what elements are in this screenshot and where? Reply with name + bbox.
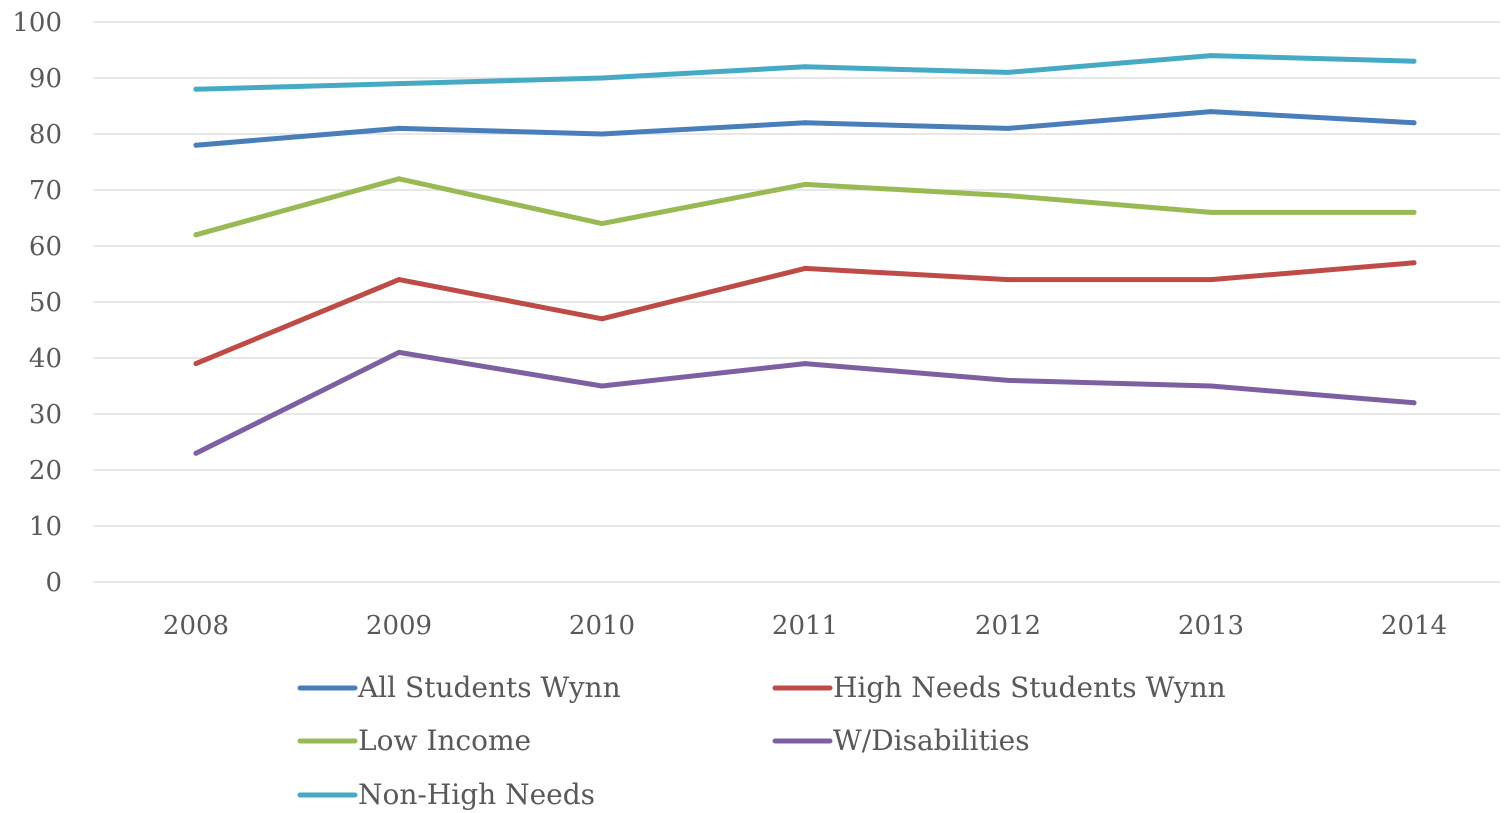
y-axis-tick-labels: 0 10 20 30 40 50 60 70 80 90 100 [12,8,62,598]
series-line [193,109,1417,148]
data-point [1005,377,1011,383]
y-tick-label: 10 [29,512,62,542]
series-high-needs-students-wynn [193,260,1417,367]
series-low-income [193,176,1417,238]
data-point [599,75,605,81]
x-tick-label: 2009 [366,611,432,641]
series-line [193,260,1417,367]
x-tick-label: 2011 [772,611,838,641]
x-tick-label: 2012 [975,611,1041,641]
y-tick-label: 60 [29,232,62,262]
data-point [1208,383,1214,389]
data-point [802,361,808,367]
data-point [1411,260,1417,266]
data-point [1005,69,1011,75]
data-point [193,361,199,367]
data-point [1411,58,1417,64]
y-tick-label: 80 [29,120,62,150]
data-point [1208,277,1214,283]
data-point [802,64,808,70]
y-tick-label: 100 [12,8,62,38]
legend-item: Non-High Needs [297,778,595,811]
data-point [1005,277,1011,283]
data-point [396,349,402,355]
x-tick-label: 2010 [569,611,635,641]
legend-label: Low Income [358,724,531,757]
legend-item: High Needs Students Wynn [772,671,1226,704]
data-point [1208,53,1214,59]
x-axis-tick-labels: 2008 2009 2010 2011 2012 2013 2014 [163,611,1447,641]
data-point [396,125,402,131]
data-point [193,142,199,148]
y-tick-label: 20 [29,456,62,486]
legend-item: W/Disabilities [772,724,1030,757]
data-point [802,265,808,271]
legend-item: Low Income [297,724,531,757]
x-tick-label: 2013 [1178,611,1244,641]
x-tick-label: 2014 [1381,611,1447,641]
data-point [396,277,402,283]
series-lines [193,53,1417,456]
data-point [802,120,808,126]
data-point [1208,109,1214,115]
data-point [599,316,605,322]
legend: All Students Wynn High Needs Students Wyn… [297,671,1226,811]
data-point [396,176,402,182]
series-all-students-wynn [193,109,1417,148]
y-tick-label: 90 [29,64,62,94]
data-point [1411,120,1417,126]
data-point [193,450,199,456]
y-tick-label: 70 [29,176,62,206]
x-tick-label: 2008 [163,611,229,641]
data-point [193,86,199,92]
series-line [193,176,1417,238]
y-tick-label: 0 [45,568,62,598]
legend-label: Non-High Needs [358,778,595,811]
data-point [599,383,605,389]
series-line [193,53,1417,92]
data-point [802,181,808,187]
data-point [396,81,402,87]
data-point [1411,209,1417,215]
legend-item: All Students Wynn [297,671,621,704]
gridlines [93,21,1500,583]
series-w-disabilities [193,349,1417,456]
series-non-high-needs [193,53,1417,92]
series-line [193,349,1417,456]
y-tick-label: 30 [29,400,62,430]
data-point [599,221,605,227]
legend-label: W/Disabilities [833,724,1030,757]
data-point [1208,209,1214,215]
data-point [1411,400,1417,406]
data-point [1005,193,1011,199]
y-tick-label: 50 [29,288,62,318]
legend-label: All Students Wynn [357,671,621,704]
data-point [1005,125,1011,131]
data-point [599,131,605,137]
legend-label: High Needs Students Wynn [833,671,1226,704]
y-tick-label: 40 [29,344,62,374]
data-point [193,232,199,238]
